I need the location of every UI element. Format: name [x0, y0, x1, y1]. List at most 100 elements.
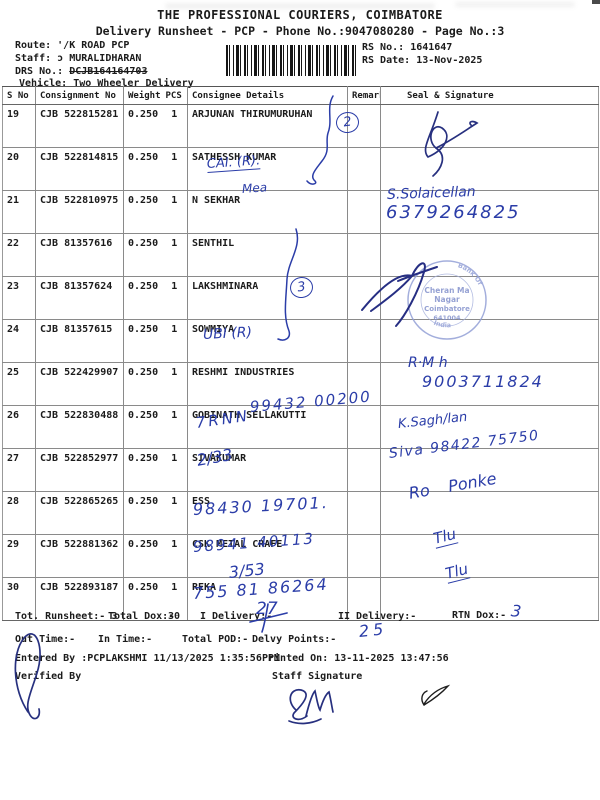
cell-pcs: 1 [161, 405, 188, 449]
cell-s-no: 19 [2, 104, 36, 148]
cell-weight: 0.250 [123, 147, 162, 191]
delvy-points-label: Delvy Points:- [252, 634, 337, 645]
drs-label: DRS No.: [15, 66, 64, 77]
cell-pcs: 1 [161, 190, 188, 234]
route-line: Route: '/K ROAD PCP [15, 40, 129, 51]
printed-on: Printed On: 13-11-2025 13:47:56 [262, 653, 449, 664]
handwritten-phone: 6379264825 [386, 202, 521, 223]
cell-weight: 0.250 [123, 491, 162, 535]
cell-pcs: 1 [161, 319, 188, 363]
cell-seal [380, 362, 599, 406]
handwritten-i-delivery-value: 27 [256, 599, 278, 619]
handwritten-phone: 9003711824 [422, 372, 544, 391]
rs-date-value: 13-Nov-2025 [416, 55, 483, 66]
route-value: '/K ROAD PCP [57, 40, 130, 51]
cell-s-no: 28 [2, 491, 36, 535]
handwritten-rtn-dox-value: 3 [510, 601, 523, 622]
page-subtitle: Delivery Runsheet - PCP - Phone No.:9047… [95, 24, 505, 38]
cell-consignee: ESS [187, 491, 348, 535]
cell-weight: 0.250 [123, 577, 162, 621]
total-pod-label: Total POD:- [182, 634, 249, 645]
cell-remarks [347, 362, 381, 406]
cell-weight: 0.250 [123, 448, 162, 492]
handwritten-mea-note: Mea [241, 180, 268, 196]
cell-pcs: 1 [161, 147, 188, 191]
cell-consignee: SIVAKUMAR [187, 448, 348, 492]
ii-delivery-label: II Delivery:- [338, 611, 417, 622]
staff-line: Staff: ɔ MURALIDHARAN [15, 53, 141, 64]
cell-remarks [347, 491, 381, 535]
cell-consignee: CSK METAL CRAFE [187, 534, 348, 578]
drs-line: DRS No.: DCJB164164703 [15, 66, 147, 77]
cell-consignment: CJB 81357616 [35, 233, 124, 277]
cell-seal [380, 190, 599, 234]
cell-consignment: CJB 522830488 [35, 405, 124, 449]
rtn-dox-label: RTN Dox:- [452, 610, 507, 621]
col-remarks: Remarks [347, 86, 381, 105]
cell-seal [380, 577, 599, 621]
cell-weight: 0.250 [123, 190, 162, 234]
drs-value: DCJB164164703 [69, 66, 148, 77]
cell-pcs: 1 [161, 233, 188, 277]
cell-consignment: CJB 522429907 [35, 362, 124, 406]
cell-weight: 0.250 [123, 276, 162, 320]
rs-no-label: RS No.: [362, 42, 405, 53]
col-seal: Seal & Signature [380, 86, 599, 105]
cell-consignee: ARJUNAN THIRUMURUHAN [187, 104, 348, 148]
table-row: 25 CJB 522429907 0.250 1 RESHMI INDUSTRIES [2, 362, 599, 406]
table-row: 26 CJB 522830488 0.250 1 GOBINATH SELLAKUTTI [2, 405, 599, 449]
cell-consignee: GOBINATH SELLAKUTTI [187, 405, 348, 449]
staff-value: ɔ MURALIDHARAN [57, 53, 142, 64]
cell-seal [380, 147, 599, 191]
cell-remarks [347, 147, 381, 191]
handwritten-delvy-points-value: 25 [357, 619, 389, 641]
rs-no-value: 1641647 [410, 42, 453, 53]
cell-consignee: SENTHIL [187, 233, 348, 277]
vehicle-value: Two Wheeler Delivery [73, 78, 194, 89]
in-time-label: In Time:- [98, 634, 153, 645]
cell-s-no: 24 [2, 319, 36, 363]
cell-consignee: N SEKHAR [187, 190, 348, 234]
cell-consignment: CJB 522865265 [35, 491, 124, 535]
cell-seal [380, 276, 599, 320]
total-dox-label: Total Dox:- [108, 611, 175, 622]
cell-weight: 0.250 [123, 405, 162, 449]
route-label: Route: [15, 40, 52, 51]
cell-remarks [347, 405, 381, 449]
handwritten-ubi-note: UBI (R) [202, 324, 253, 343]
cell-remarks [347, 448, 381, 492]
cell-remarks [347, 104, 381, 148]
col-weight: Weight [123, 86, 162, 105]
staff-signature-label: Staff Signature [272, 671, 363, 682]
entered-by: Entered By :PCPLAKSHMI 11/13/2025 1:35:5… [15, 653, 280, 664]
cell-weight: 0.250 [123, 104, 162, 148]
cell-s-no: 20 [2, 147, 36, 191]
scan-mark [592, 0, 600, 4]
cell-remarks [347, 577, 381, 621]
i-delivery-label: I Delivery:- [200, 611, 273, 622]
cell-consignment: CJB 81357624 [35, 276, 124, 320]
out-time-label: Out Time:- [15, 634, 76, 645]
cell-remarks [347, 319, 381, 363]
handwritten-receiver-initials: R·M h [408, 355, 448, 371]
cell-consignment: CJB 522810975 [35, 190, 124, 234]
cell-seal [380, 233, 599, 277]
cell-consignee: RESHMI INDUSTRIES [187, 362, 348, 406]
col-s-no: S No [2, 86, 36, 105]
table-row: 20 CJB 522814815 0.250 1 SATHESSH KUMAR [2, 147, 599, 191]
cell-remarks [347, 190, 381, 234]
cell-weight: 0.250 [123, 319, 162, 363]
company-title: THE PROFESSIONAL COURIERS, COIMBATORE [157, 8, 443, 22]
total-dox-value: 30 [168, 611, 181, 622]
cell-pcs: 1 [161, 534, 188, 578]
table-header: S No Consignment No Weight PCS Consignee… [2, 86, 599, 105]
cell-weight: 0.250 [123, 534, 162, 578]
cell-s-no: 29 [2, 534, 36, 578]
scan-smudge [455, 2, 575, 7]
cell-consignment: CJB 522815281 [35, 104, 124, 148]
cell-seal [380, 104, 599, 148]
cell-s-no: 23 [2, 276, 36, 320]
table-row: 27 CJB 522852977 0.250 1 SIVAKUMAR [2, 448, 599, 492]
cell-seal [380, 448, 599, 492]
